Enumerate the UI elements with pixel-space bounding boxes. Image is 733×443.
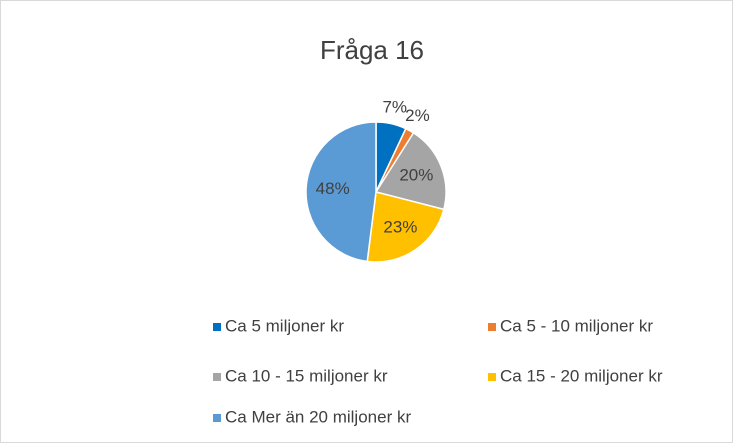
legend-label: Ca 10 - 15 miljoner kr	[225, 366, 388, 385]
legend-swatch	[213, 373, 221, 381]
data-label: 20%	[399, 166, 433, 185]
legend-label: Ca Mer än 20 miljoner kr	[225, 407, 411, 426]
data-label: 7%	[382, 98, 407, 117]
legend-swatch	[488, 373, 496, 381]
legend-label: Ca 15 - 20 miljoner kr	[500, 366, 663, 385]
pie-slice	[374, 131, 447, 211]
pie-slice	[305, 121, 377, 263]
pie-slice	[366, 191, 445, 263]
legend-label: Ca 5 miljoner kr	[225, 316, 344, 335]
legend-swatch	[213, 323, 221, 331]
data-label: 2%	[405, 106, 430, 125]
chart-title: Fråga 16	[320, 35, 424, 65]
legend-swatch	[213, 414, 221, 422]
legend-label: Ca 5 - 10 miljoner kr	[500, 316, 653, 335]
data-label: 48%	[316, 179, 350, 198]
data-label: 23%	[383, 217, 417, 236]
legend-swatch	[488, 323, 496, 331]
